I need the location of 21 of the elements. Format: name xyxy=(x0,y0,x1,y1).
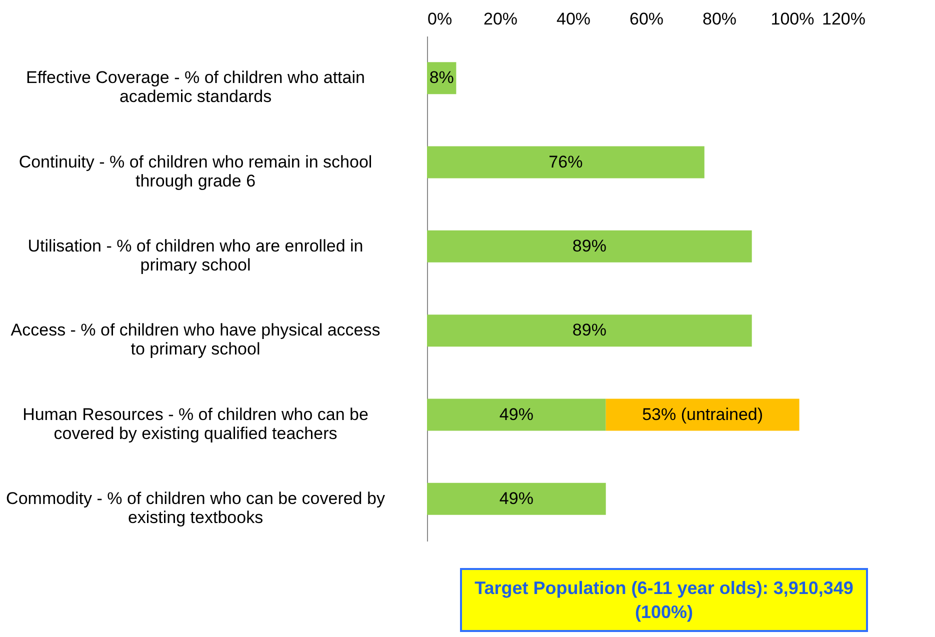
text: Target Population (6-11 year olds): 3,910,349 (100%) xyxy=(460,568,868,632)
x-tick-label: 80% xyxy=(702,10,737,28)
x-tick-label: 40% xyxy=(556,10,591,28)
y-tick-label: Continuity - % of children who remain in school through grade 6 xyxy=(18,152,372,190)
data-label: 53% (untrained) xyxy=(642,404,764,424)
data-label: 49% xyxy=(499,488,534,508)
x-tick-label: 120% xyxy=(822,10,866,28)
data-label: 76% xyxy=(548,152,583,172)
y-tick-label: Effective Coverage - % of children who attain academic standards xyxy=(26,68,365,106)
x-tick-label: 20% xyxy=(483,10,518,28)
data-label: 49% xyxy=(499,404,534,424)
y-tick-label: Utilisation - % of children who are enrolled in primary school xyxy=(28,236,364,274)
y-tick-label: Human Resources - % of children who can be covered by existing qualified teachers xyxy=(22,404,368,443)
x-tick-label: 100% xyxy=(770,10,814,28)
y-tick-label: Commodity - % of children who can be covered by existing textbooks xyxy=(6,488,386,527)
data-label: 89% xyxy=(572,236,606,256)
x-tick-label: 60% xyxy=(629,10,664,28)
data-label: 8% xyxy=(429,68,454,88)
x-tick-label: 0% xyxy=(428,10,452,28)
y-tick-label: Access - % of children who have physical access to primary school xyxy=(10,320,380,359)
data-label: 89% xyxy=(572,320,606,340)
